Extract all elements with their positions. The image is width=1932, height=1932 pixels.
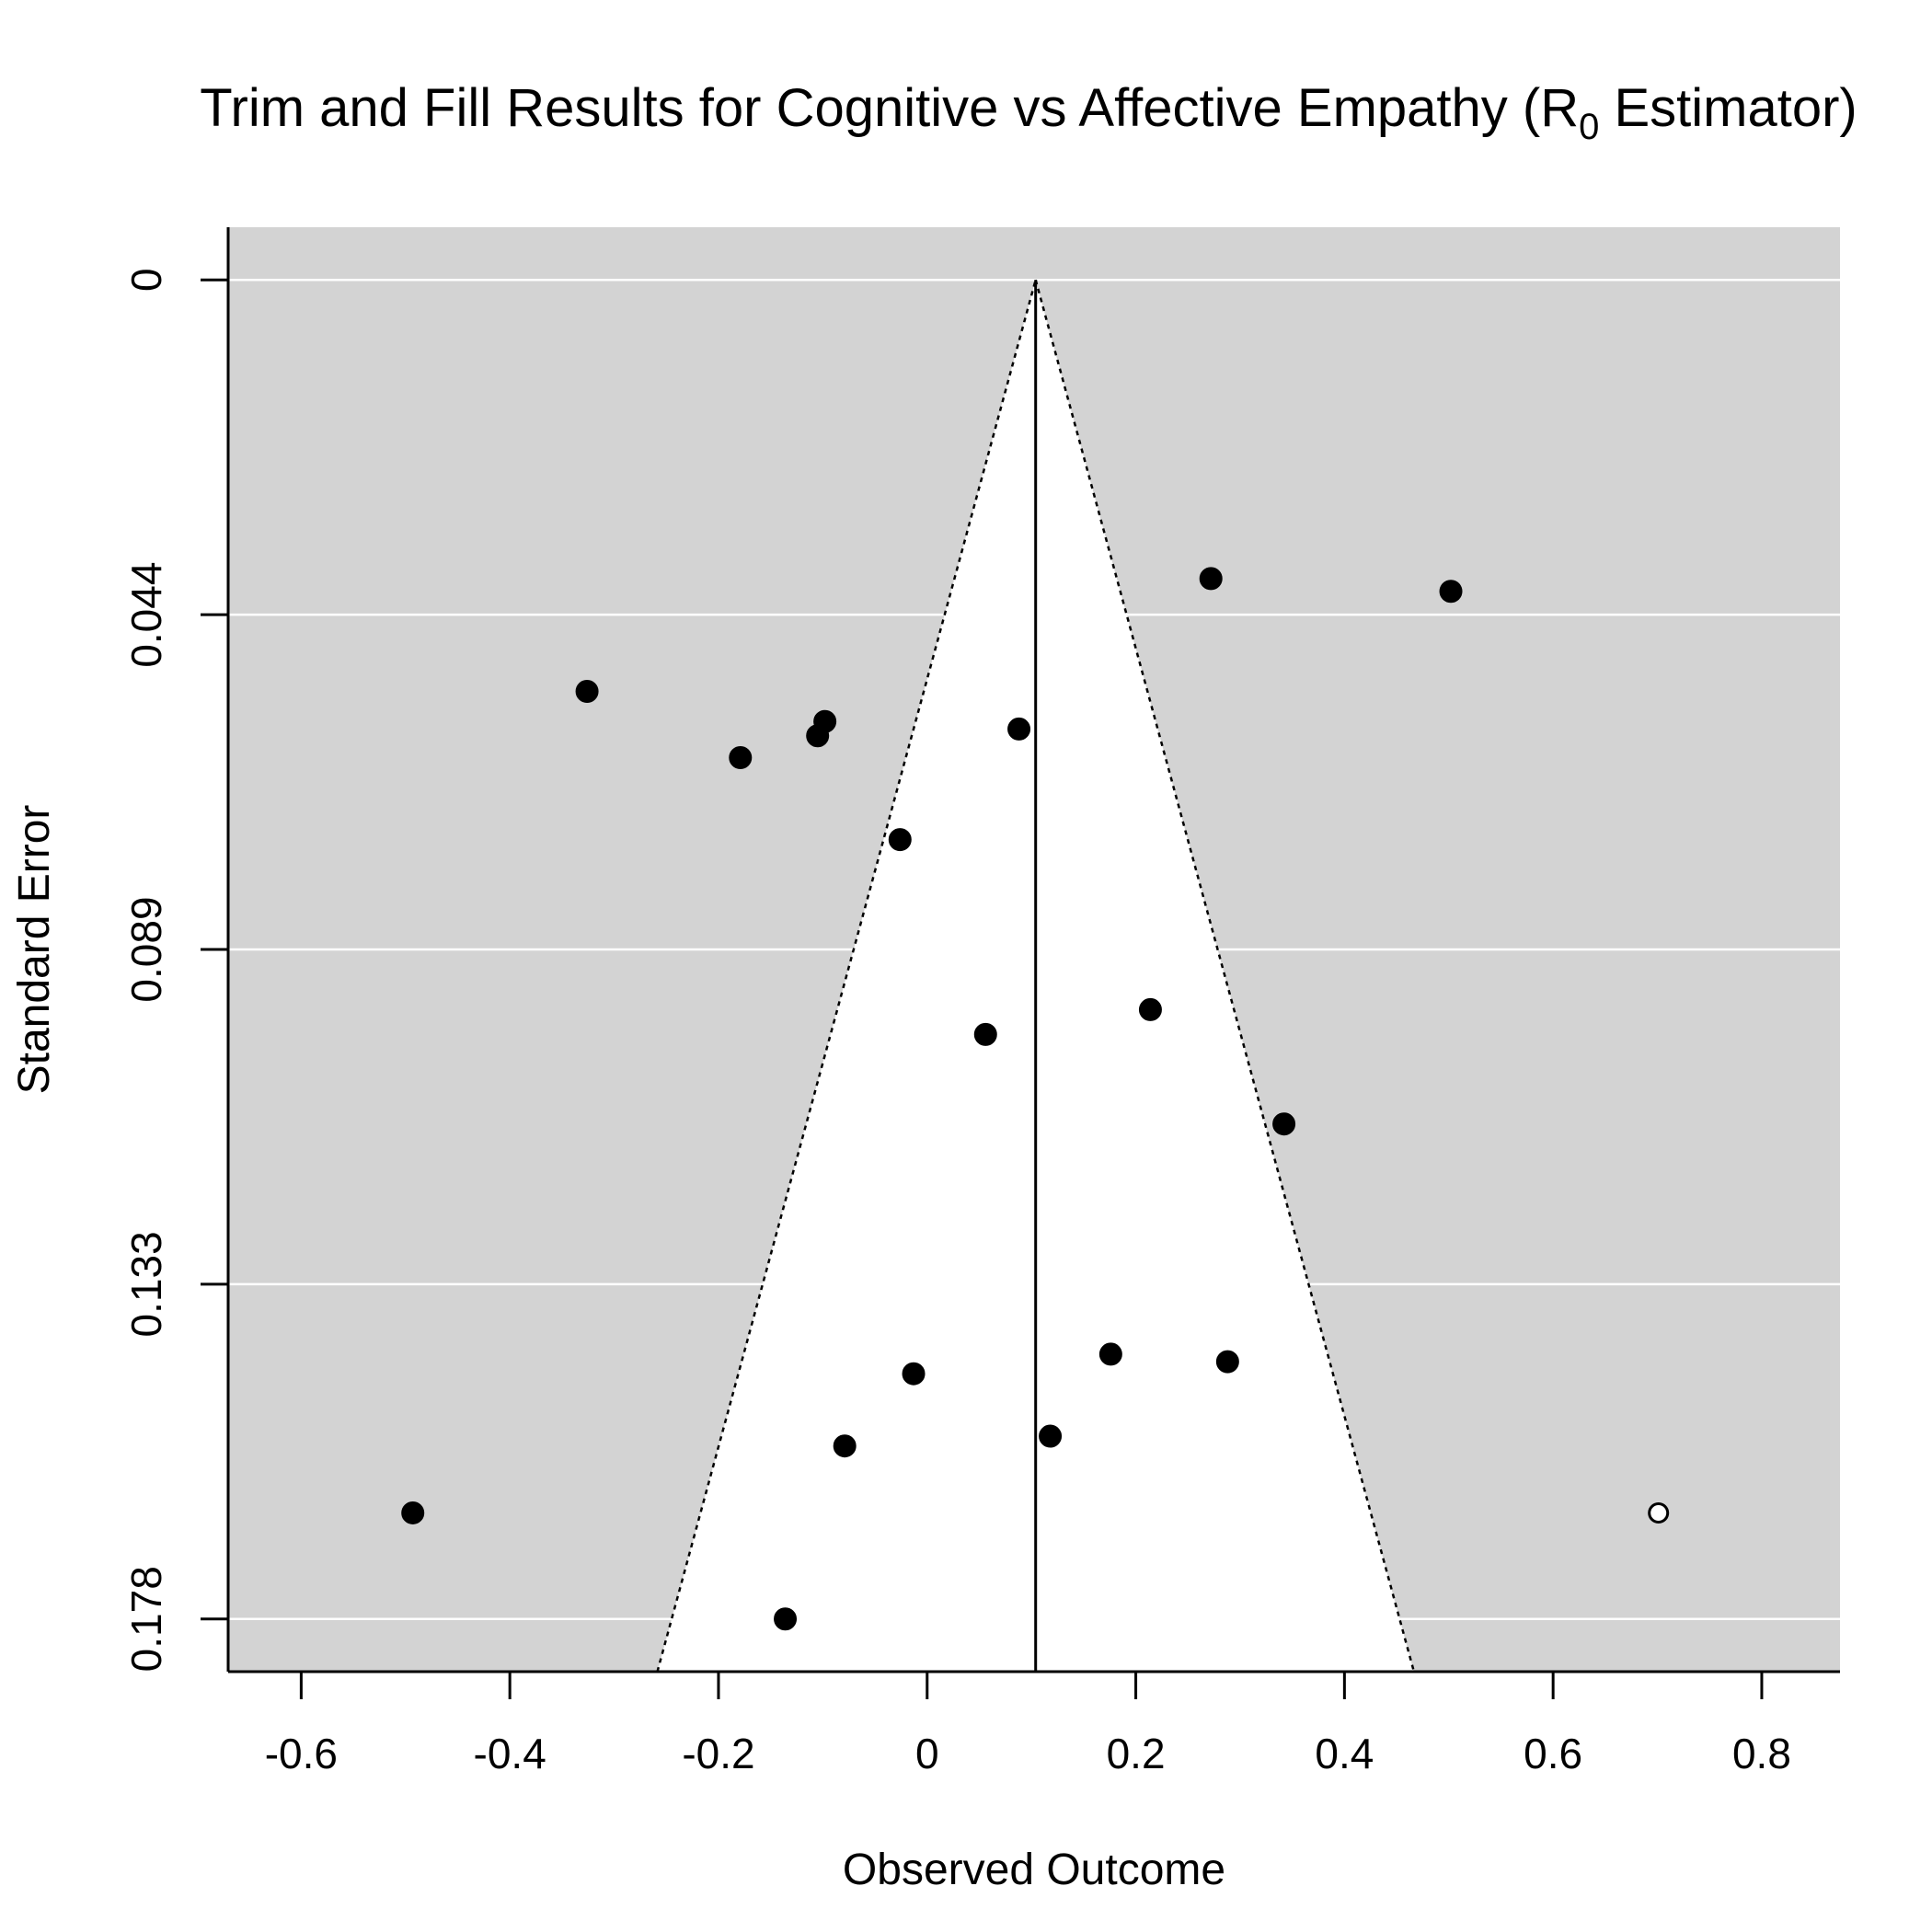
x-axis-label: Observed Outcome — [843, 1846, 1225, 1894]
study-point-12 — [1215, 1350, 1239, 1374]
chart-title: Trim and Fill Results for Cognitive vs A… — [200, 78, 1857, 147]
x-tick-label-0: -0.6 — [265, 1730, 338, 1777]
x-tick-label-6: 0.6 — [1524, 1730, 1582, 1777]
study-point-6 — [1007, 717, 1031, 741]
funnel-right-boundary — [1034, 279, 1416, 1673]
study-point-14 — [1039, 1424, 1063, 1448]
x-tick-label-5: 0.4 — [1315, 1730, 1374, 1777]
study-point-13 — [902, 1362, 926, 1386]
x-axis-ticks: -0.6 -0.4 -0.2 0 0.2 0.4 0.6 0.8 — [265, 1672, 1791, 1777]
study-points — [401, 567, 1670, 1631]
y-tick-label-4: 0.178 — [122, 1566, 170, 1672]
study-point-11 — [1098, 1342, 1122, 1366]
y-tick-label-0: 0 — [122, 268, 170, 292]
x-tick-label-7: 0.8 — [1732, 1730, 1791, 1777]
study-point-17 — [774, 1607, 798, 1631]
y-tick-label-1: 0.044 — [122, 562, 170, 668]
study-point-2 — [575, 680, 599, 704]
study-point-7 — [888, 828, 912, 852]
x-tick-label-3: 0 — [915, 1730, 939, 1777]
x-tick-label-4: 0.2 — [1107, 1730, 1166, 1777]
funnel-left-boundary — [656, 279, 1037, 1673]
study-point-9 — [973, 1022, 997, 1046]
study-point-0 — [1199, 567, 1223, 591]
study-point-4 — [806, 724, 830, 748]
study-point-16 — [401, 1501, 425, 1524]
y-axis-ticks: 0 0.044 0.089 0.133 0.178 — [122, 268, 228, 1672]
y-axis-label: Standard Error — [10, 805, 59, 1095]
y-tick-label-2: 0.089 — [122, 896, 170, 1002]
chart-title-subscript: 0 — [1579, 107, 1599, 147]
x-tick-label-2: -0.2 — [682, 1730, 754, 1777]
study-point-5 — [729, 745, 753, 769]
study-point-1 — [1439, 580, 1463, 604]
study-point-8 — [1138, 997, 1162, 1021]
filled-study-point-0 — [1648, 1501, 1670, 1524]
chart-title-end: Estimator) — [1599, 78, 1857, 138]
study-point-10 — [1272, 1112, 1296, 1136]
study-point-15 — [833, 1434, 857, 1458]
chart-title-main: Trim and Fill Results for Cognitive vs A… — [200, 78, 1579, 138]
x-tick-label-1: -0.4 — [474, 1730, 546, 1777]
y-tick-label-3: 0.133 — [122, 1231, 170, 1337]
